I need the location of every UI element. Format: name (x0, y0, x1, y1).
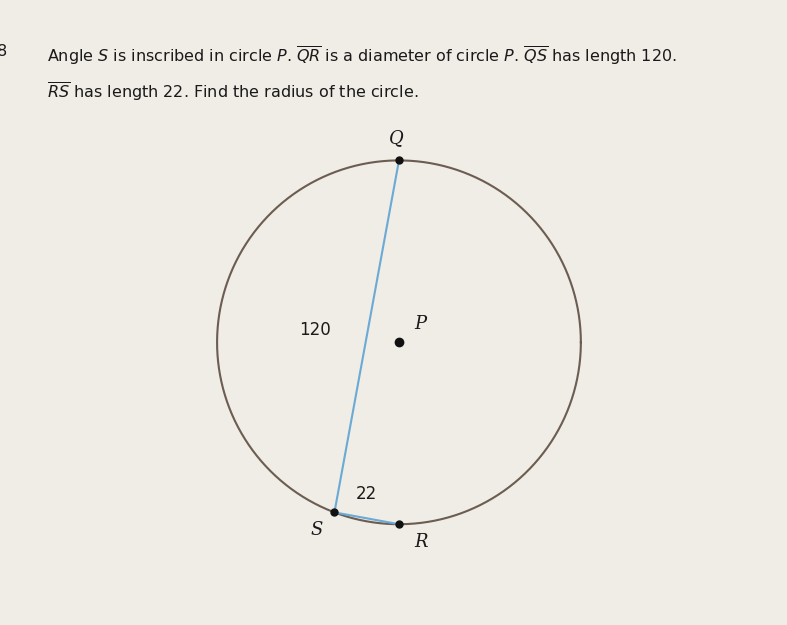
Text: P: P (414, 316, 426, 333)
Text: 8: 8 (0, 44, 6, 59)
Text: $\overline{RS}$ has length 22. Find the radius of the circle.: $\overline{RS}$ has length 22. Find the … (47, 80, 419, 103)
Text: Q: Q (389, 129, 404, 147)
Text: 22: 22 (356, 486, 377, 503)
Text: Angle $S$ is inscribed in circle $P$. $\overline{QR}$ is a diameter of circle $P: Angle $S$ is inscribed in circle $P$. $\… (47, 44, 677, 67)
Text: 120: 120 (299, 321, 331, 339)
Text: R: R (414, 533, 427, 551)
Text: S: S (310, 521, 323, 539)
